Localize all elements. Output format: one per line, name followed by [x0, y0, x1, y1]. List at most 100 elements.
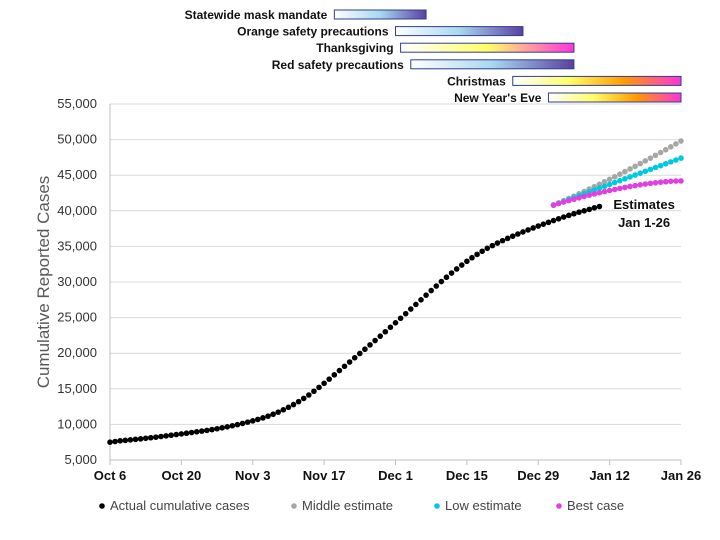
- legend-marker: [291, 503, 297, 509]
- event-label: Statewide mask mandate: [185, 8, 328, 22]
- actual-cumulative-cases-point: [586, 206, 593, 213]
- actual-cumulative-cases-point: [443, 274, 450, 281]
- actual-cumulative-cases-point: [300, 395, 307, 402]
- x-tick-label: Jan 26: [661, 468, 701, 483]
- best-case-point: [662, 178, 669, 185]
- actual-cumulative-cases-point: [265, 413, 271, 419]
- actual-cumulative-cases-point: [249, 418, 256, 424]
- low-estimate-point: [622, 175, 628, 182]
- low-estimate-point: [647, 166, 654, 173]
- actual-cumulative-cases-point: [413, 301, 419, 308]
- actual-cumulative-cases-point: [204, 427, 210, 434]
- event-label: Orange safety precautions: [237, 25, 389, 39]
- actual-cumulative-cases-point: [448, 270, 455, 276]
- actual-cumulative-cases-point: [571, 210, 577, 217]
- y-tick-label: 50,000: [57, 132, 97, 147]
- actual-cumulative-cases-point: [596, 203, 603, 210]
- y-tick-label: 40,000: [57, 203, 97, 218]
- best-case-point: [647, 180, 654, 187]
- y-tick-label: 55,000: [57, 96, 97, 111]
- actual-cumulative-cases-point: [147, 434, 154, 441]
- best-case-point: [632, 182, 638, 189]
- actual-cumulative-cases-point: [168, 432, 174, 439]
- best-case-point: [617, 185, 623, 192]
- best-case-point: [673, 178, 679, 184]
- event-bar: [395, 26, 524, 37]
- actual-cumulative-cases-point: [438, 278, 445, 285]
- best-case-point: [601, 188, 608, 195]
- actual-cumulative-cases-point: [423, 292, 429, 298]
- middle-estimate-point: [606, 176, 613, 183]
- event-timeline-bars: Statewide mask mandate Orange safety prec…: [185, 8, 682, 105]
- best-case-point: [566, 197, 572, 204]
- actual-cumulative-cases-point: [520, 229, 526, 235]
- actual-cumulative-cases-point: [392, 319, 399, 326]
- actual-cumulative-cases-point: [234, 421, 241, 428]
- best-case-point: [591, 191, 598, 197]
- x-tick-label: Nov 3: [235, 468, 270, 483]
- actual-cumulative-cases-point: [382, 328, 389, 335]
- legend: Actual cumulative cases Middle estimate Lo…: [99, 498, 624, 513]
- middle-estimate-point: [673, 141, 679, 147]
- actual-cumulative-cases-point: [255, 416, 261, 423]
- actual-cumulative-cases-point: [377, 333, 384, 339]
- actual-cumulative-cases-point: [576, 209, 582, 215]
- actual-cumulative-cases-point: [137, 436, 144, 442]
- actual-cumulative-cases-point: [428, 287, 434, 294]
- y-axis-label: Cumulative Reported Cases: [34, 176, 53, 389]
- actual-cumulative-cases-point: [122, 437, 129, 444]
- actual-cumulative-cases-point: [316, 384, 322, 391]
- actual-cumulative-cases-point: [214, 425, 220, 432]
- actual-cumulative-cases-point: [362, 346, 368, 353]
- actual-cumulative-cases-point: [311, 388, 317, 395]
- event-bar: [512, 75, 682, 86]
- legend-label: Middle estimate: [302, 498, 393, 513]
- x-tick-label: Oct 20: [162, 468, 202, 483]
- middle-estimate-point: [596, 181, 603, 188]
- actual-cumulative-cases-point: [418, 297, 424, 303]
- actual-cumulative-cases-point: [321, 380, 327, 387]
- actual-cumulative-cases-point: [188, 429, 195, 436]
- middle-estimate-point: [611, 173, 618, 180]
- actual-cumulative-cases-point: [407, 306, 414, 312]
- actual-cumulative-cases-point: [489, 242, 496, 249]
- best-case-point: [611, 186, 618, 193]
- event-bar: [410, 59, 575, 70]
- actual-cumulative-cases-point: [494, 240, 501, 246]
- actual-cumulative-cases-point: [509, 233, 516, 239]
- actual-cumulative-cases-point: [540, 221, 547, 227]
- best-case-point: [668, 178, 674, 185]
- middle-estimate-point: [668, 144, 674, 150]
- best-case-point: [576, 195, 582, 201]
- x-tick-label: Nov 17: [303, 468, 346, 483]
- actual-cumulative-cases-point: [193, 429, 200, 435]
- actual-cumulative-cases-point: [280, 407, 287, 413]
- middle-estimate-point: [652, 152, 659, 159]
- best-case-point: [622, 184, 628, 191]
- middle-estimate-point: [627, 166, 633, 172]
- low-estimate-point: [657, 162, 664, 169]
- middle-estimate-point: [642, 158, 649, 164]
- best-case-point: [637, 182, 644, 188]
- low-estimate-point: [642, 168, 649, 175]
- low-estimate-point: [617, 177, 623, 184]
- actual-cumulative-cases-point: [229, 422, 236, 429]
- y-tick-label: 15,000: [57, 381, 97, 396]
- event-bar: [333, 9, 427, 20]
- actual-cumulative-cases-point: [270, 411, 276, 418]
- y-axis-ticks: 5,000 10,000 15,000 20,000 25,000 30,000 35,00…: [57, 96, 97, 467]
- best-case-point: [642, 181, 649, 187]
- actual-cumulative-cases-point: [474, 251, 480, 258]
- actual-cumulative-cases-point: [142, 435, 149, 442]
- low-estimate-point: [632, 172, 638, 178]
- middle-estimate-point: [637, 160, 644, 167]
- best-case-point: [627, 183, 633, 190]
- actual-cumulative-cases-point: [397, 315, 404, 322]
- estimates-annotation: Estimates Jan 1-26: [613, 197, 674, 230]
- actual-cumulative-cases-point: [387, 324, 394, 331]
- low-estimate-point: [601, 183, 608, 190]
- actual-cumulative-cases-point: [402, 310, 409, 317]
- low-estimate-point: [652, 164, 659, 171]
- best-case-point: [586, 192, 593, 199]
- event-label: New Year's Eve: [454, 91, 542, 105]
